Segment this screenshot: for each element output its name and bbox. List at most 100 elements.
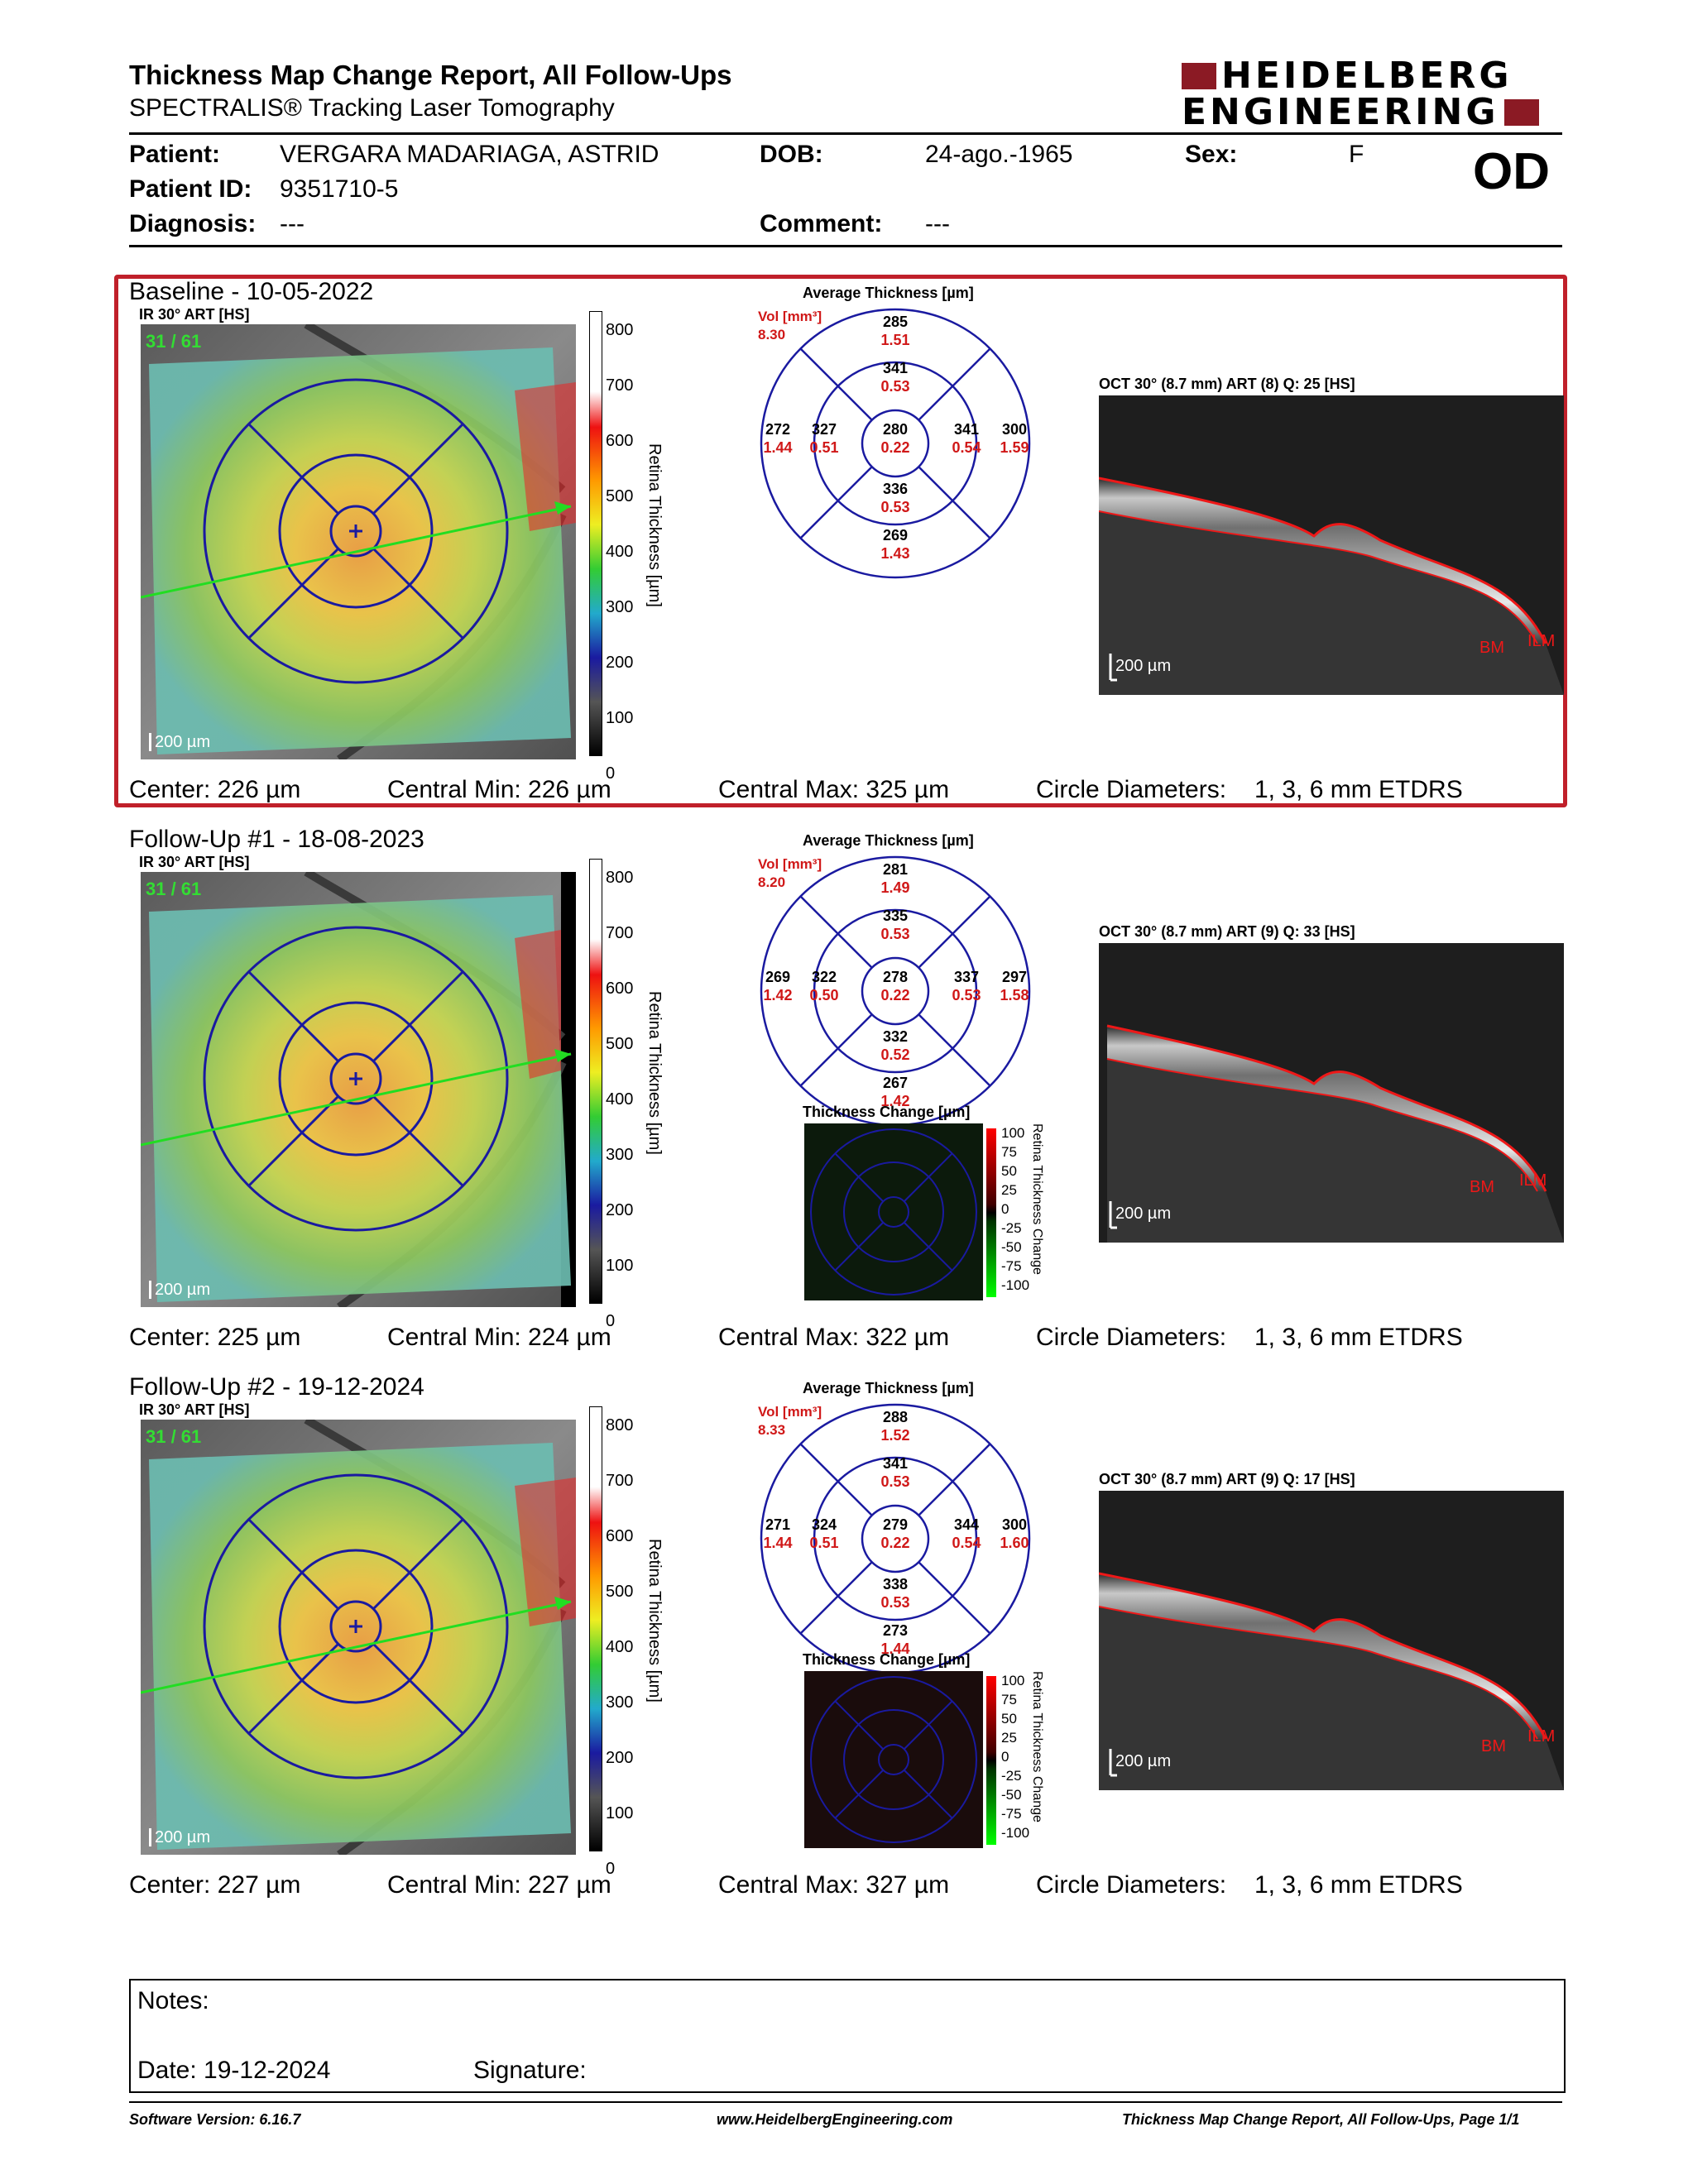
sector-inner-sup: 341 0.53: [866, 359, 924, 395]
sector-center: 280 0.22: [866, 420, 924, 457]
sector-thickness: 335: [882, 908, 909, 924]
sector-thickness: 272: [765, 421, 791, 438]
frame-counter: 31 / 61: [146, 1426, 202, 1447]
oct-bscan-image: [1099, 395, 1564, 695]
oct-bscan-image: [1099, 1491, 1564, 1790]
volume-label: Vol [mm³] 8.30: [758, 309, 822, 342]
exam-title: Baseline - 10-05-2022: [129, 278, 374, 305]
sector-outer-temp: 272 1.44: [749, 420, 807, 457]
sector-volume: 1.60: [1000, 1535, 1029, 1551]
sector-outer-inf: 267 1.42: [866, 1074, 924, 1110]
sector-thickness: 273: [882, 1622, 909, 1639]
thickness-map-image: [141, 324, 576, 759]
eye-indicator: OD: [1473, 143, 1550, 200]
sector-outer-inf: 273 1.44: [866, 1621, 924, 1658]
central-min: Central Min: 224 µm: [387, 1324, 611, 1351]
change-tick: -75: [1001, 1806, 1022, 1822]
colorbar-tick: 700: [606, 1472, 634, 1490]
patient-rule: [129, 245, 1562, 247]
colorbar-tick: 700: [606, 376, 634, 395]
ir-image-label: IR 30° ART [HS]: [139, 854, 250, 870]
colorbar-tick: 200: [606, 1201, 634, 1219]
oct-bscan-image: [1099, 943, 1564, 1243]
sector-inner-nas: 344 0.54: [938, 1516, 995, 1552]
colorbar-tick: 400: [606, 543, 634, 561]
ir-image-label: IR 30° ART [HS]: [139, 306, 250, 323]
thickness-colorbar: 800 700 600 500 400 300 200 100 0 Retina…: [589, 1406, 705, 1878]
sector-outer-nas: 300 1.60: [985, 1516, 1043, 1552]
sector-volume: 0.51: [809, 1535, 839, 1551]
sex-value: F: [1349, 141, 1364, 168]
software-version: Software Version: 6.16.7: [129, 2111, 301, 2128]
bm-label: BM: [1479, 639, 1504, 657]
change-tick: 25: [1001, 1730, 1017, 1746]
change-tick: -25: [1001, 1768, 1022, 1784]
sector-volume: 1.44: [763, 439, 793, 456]
sector-volume: 0.53: [880, 499, 910, 515]
comment-value: ---: [925, 210, 950, 237]
thickness-map-image: [141, 872, 576, 1307]
central-max: Central Max: 325 µm: [718, 776, 950, 803]
change-tick: -100: [1001, 1825, 1030, 1841]
sector-inner-sup: 341 0.53: [866, 1454, 924, 1491]
colorbar-tick: 0: [606, 764, 616, 783]
change-tick: 25: [1001, 1182, 1017, 1198]
sector-volume: 0.22: [880, 987, 910, 1003]
notes-box[interactable]: Notes: Date: 19-12-2024 Signature:: [129, 1979, 1566, 2093]
exam-title: Follow-Up #1 - 18-08-2023: [129, 826, 424, 853]
sector-thickness: 322: [811, 969, 837, 985]
thickness-map-image: [141, 1420, 576, 1855]
sector-volume: 1.49: [880, 879, 910, 896]
change-tick: -50: [1001, 1239, 1022, 1255]
change-tick: -50: [1001, 1787, 1022, 1803]
change-tick: 50: [1001, 1711, 1017, 1727]
sector-volume: 0.53: [880, 926, 910, 942]
bm-label: BM: [1481, 1737, 1506, 1755]
sector-volume: 0.52: [880, 1046, 910, 1063]
change-tick: 0: [1001, 1201, 1009, 1217]
colorbar-tick: 300: [606, 1693, 634, 1712]
page-footer: Thickness Map Change Report, All Follow-…: [1122, 2111, 1520, 2128]
signature-label: Signature:: [473, 2057, 587, 2084]
colorbar-tick: 0: [606, 1312, 616, 1330]
frame-counter: 31 / 61: [146, 331, 202, 352]
change-colorbar-title: Retina Thickness Change: [1030, 1671, 1044, 1822]
sector-outer-sup: 285 1.51: [866, 313, 924, 349]
sector-thickness: 327: [811, 421, 837, 438]
colorbar-tick: 500: [606, 487, 634, 505]
colorbar-tick: 200: [606, 654, 634, 672]
sector-thickness: 269: [882, 527, 909, 544]
colorbar-tick: 300: [606, 598, 634, 616]
sector-outer-sup: 288 1.52: [866, 1408, 924, 1444]
colorbar-tick: 800: [606, 1416, 634, 1434]
ir-image-label: IR 30° ART [HS]: [139, 1401, 250, 1418]
sector-thickness: 280: [882, 421, 909, 438]
sector-thickness: 300: [1001, 1516, 1028, 1533]
frame-counter: 31 / 61: [146, 879, 202, 899]
footer-rule: [129, 2101, 1562, 2103]
website-link[interactable]: www.HeidelbergEngineering.com: [717, 2111, 953, 2128]
sector-thickness: 341: [882, 1455, 909, 1472]
diagnosis-value: ---: [280, 210, 305, 237]
sector-volume: 0.54: [952, 1535, 981, 1551]
sector-thickness: 336: [882, 481, 909, 497]
sector-thickness: 267: [882, 1075, 909, 1091]
sector-outer-inf: 269 1.43: [866, 526, 924, 563]
header-rule: [129, 132, 1562, 135]
sector-inner-inf: 336 0.53: [866, 480, 924, 516]
patient-name-label: Patient:: [129, 141, 221, 168]
sex-label: Sex:: [1185, 141, 1238, 168]
center-thickness: Center: 225 µm: [129, 1324, 301, 1351]
sector-inner-temp: 322 0.50: [795, 968, 853, 1004]
comment-label: Comment:: [760, 210, 883, 237]
central-max: Central Max: 327 µm: [718, 1871, 950, 1899]
change-tick: 0: [1001, 1749, 1009, 1765]
bm-label: BM: [1470, 1178, 1494, 1196]
colorbar-tick: 500: [606, 1583, 634, 1601]
oct-label: OCT 30° (8.7 mm) ART (9) Q: 33 [HS]: [1099, 923, 1355, 940]
patient-name: VERGARA MADARIAGA, ASTRID: [280, 141, 659, 168]
ilm-label: ILM: [1527, 632, 1556, 650]
report-subtitle: SPECTRALIS® Tracking Laser Tomography: [129, 94, 615, 122]
average-thickness-grid: Average Thickness [µm] Vol [mm³] 8.33: [720, 1373, 1067, 1679]
thickness-change-title: Thickness Change [µm]: [803, 1651, 971, 1668]
